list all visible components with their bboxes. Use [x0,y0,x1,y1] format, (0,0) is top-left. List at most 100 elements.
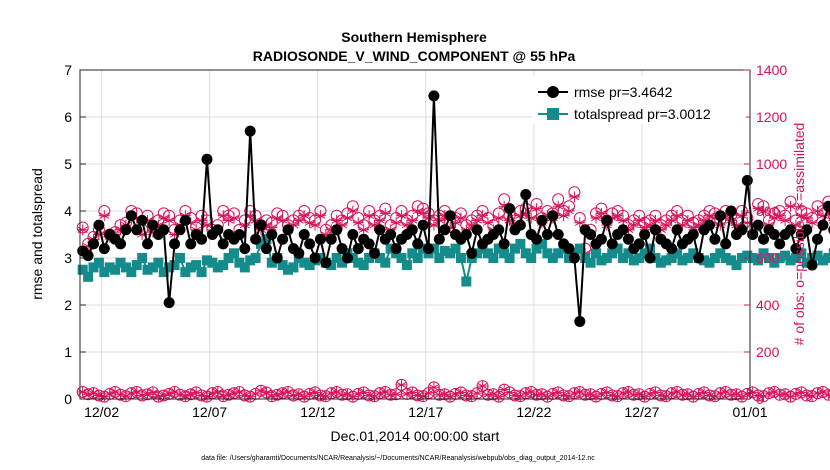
obs_low_assimilated-point [147,386,159,398]
obs_assimilated-point [563,205,575,217]
totalspread-point [666,253,677,263]
totalspread-point [201,255,212,266]
obs_low_assimilated-point [612,390,624,402]
rmse-point [120,224,132,236]
obs_assimilated-point [77,224,89,236]
totalspread-point [261,234,272,245]
totalspread-point [374,253,385,263]
rmse-point [741,174,753,186]
totalspread-point [726,255,737,266]
obs_low_assimilated-point [574,386,586,398]
rmse-point [595,233,607,245]
totalspread-point [672,248,683,259]
rmse-point [185,238,197,250]
rmse-point [703,219,715,231]
rmse-point [158,224,170,236]
rmse-point [758,233,770,245]
obs_low_assimilated-point [487,388,499,400]
totalspread-point [266,257,277,268]
totalspread-point [585,257,596,268]
rmse-point [725,205,737,217]
obs_low_assimilated-point [439,388,451,400]
rmse-point [341,252,353,264]
rmse-point [147,219,159,231]
obs_assimilated-point [768,212,780,224]
rmse-point [601,214,613,226]
obs_assimilated-point [639,221,651,233]
obs_assimilated-point [493,212,505,224]
obs_low_assimilated-point [795,386,807,398]
obs_low_assimilated-point [120,390,132,402]
rmse-point [471,224,483,236]
totalspread-point [655,257,666,268]
rmse-point [169,238,181,250]
y-left-tick-label: 0 [64,391,72,407]
totalspread-point [445,248,456,259]
obs_assimilated-point [266,221,278,233]
obs_low_assimilated-point [498,384,510,396]
totalspread-point [353,257,364,268]
totalspread-point [553,248,564,259]
rmse-point [115,238,127,250]
totalspread-point [131,260,142,271]
rmse-point [541,229,553,240]
obs_low_assimilated-point [552,386,564,398]
rmse-point [817,219,829,231]
rmse-point [163,297,175,309]
y-right-tick-label: 1400 [756,62,787,78]
obs_assimilated-point [617,214,629,226]
totalspread-point [482,248,493,259]
obs_low_assimilated-point [730,388,742,400]
rmse-point [174,224,186,236]
totalspread-point [396,253,407,263]
totalspread-point [596,255,607,266]
totalspread-point [450,243,461,254]
rmse-point [520,189,532,201]
totalspread-point [147,262,158,273]
obs_low_assimilated-point [88,387,100,399]
totalspread-point [796,248,807,259]
rmse-point [196,233,208,245]
obs_assimilated-point [390,217,402,229]
totalspread-point [699,255,710,266]
obs_assimilated-point [98,210,110,222]
obs_assimilated-point [217,210,229,222]
totalspread-point [104,262,115,273]
rmse-point [131,224,143,236]
totalspread-point [580,253,591,263]
y-left-tick-label: 6 [64,109,72,125]
rmse-point [271,252,283,264]
totalspread-point [747,253,758,263]
legend-spread-label: totalspread pr=3.0012 [574,106,711,122]
totalspread-point [153,257,164,268]
rmse-point [574,315,586,327]
obs_assimilated-point [341,212,353,224]
obs_assimilated-point [482,217,494,229]
obs_assimilated-point [633,214,645,226]
legend-rmse-marker [547,86,559,98]
obs_assimilated-point [779,214,791,226]
totalspread-point [137,253,148,263]
obs_assimilated-point [682,214,694,226]
rmse-point [244,125,256,137]
y-axis-right-label: # of obs: o=possible; ∗=assimilated [791,123,807,346]
obs_assimilated-point [595,207,607,219]
totalspread-point [785,255,796,266]
obs_low_assimilated-point [152,391,164,403]
rmse-point [714,210,726,222]
obs_assimilated-point [379,207,391,219]
y-left-tick-label: 7 [64,62,72,78]
totalspread-point [304,260,315,271]
rmse-point [633,238,645,250]
obs_low_assimilated-point [698,386,710,398]
totalspread-point [115,257,126,268]
rmse-point [433,233,445,245]
totalspread-point [299,257,310,268]
totalspread-point [504,253,515,263]
rmse-point [531,233,543,245]
chart-title-line1: Southern Hemisphere [341,29,487,45]
totalspread-point [212,262,223,273]
rmse-point [336,243,348,255]
totalspread-point [455,253,466,263]
totalspread-point [823,253,830,263]
